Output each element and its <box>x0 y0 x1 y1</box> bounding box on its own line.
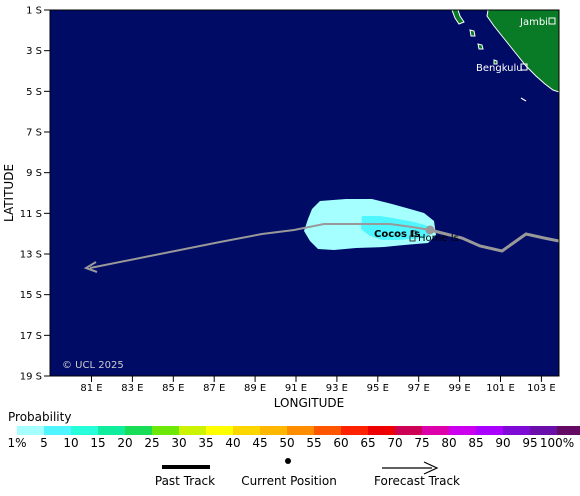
probability-swatch <box>125 426 152 435</box>
lon-tick-label: 97 E <box>408 383 430 394</box>
map-frame <box>49 9 560 377</box>
current-position-marker <box>425 225 435 235</box>
probability-swatch <box>17 426 44 435</box>
sumatra-land <box>486 10 559 93</box>
lon-tick-label: 85 E <box>162 383 184 394</box>
bengkulu-marker <box>520 63 528 71</box>
probability-label: 65 <box>360 436 375 450</box>
island <box>469 29 476 37</box>
probability-swatch <box>179 426 206 435</box>
lat-tick-label: 1 S <box>26 6 42 17</box>
probability-swatch <box>449 426 476 435</box>
lat-tick-label: 7 S <box>26 128 42 139</box>
legend-title: Probability <box>8 410 71 424</box>
ocean-area <box>50 10 559 376</box>
x-axis-title: LONGITUDE <box>274 396 344 410</box>
probability-label: 70 <box>387 436 402 450</box>
home-is-marker <box>409 235 416 242</box>
forecast-track <box>89 223 431 269</box>
forecast-track-key-label: Forecast Track <box>374 474 460 488</box>
place-label-home-is: Home Is <box>418 233 459 244</box>
lat-tick-label: 17 S <box>20 331 42 342</box>
lat-tick-label: 11 S <box>20 209 42 220</box>
current-position-key-label: Current Position <box>241 474 337 488</box>
lon-tick-label: 101 E <box>486 383 515 394</box>
probability-swatch <box>44 426 71 435</box>
jambi-marker <box>548 17 556 25</box>
probability-label: 15 <box>90 436 105 450</box>
probability-scale-labels: 1% 5 10 15 20 25 30 35 40 45 50 55 60 65 70 75 80 85 90 95 1… <box>7 436 574 450</box>
forecast-track-key-arrowhead <box>423 461 439 475</box>
probability-swatch <box>557 426 580 435</box>
probability-label: 100% <box>540 436 574 450</box>
probability-label: 50 <box>279 436 294 450</box>
probability-swatch <box>530 426 557 435</box>
lat-tick-label: 3 S <box>26 46 42 57</box>
probability-label: 25 <box>144 436 159 450</box>
probability-label: 35 <box>198 436 213 450</box>
probability-label: 45 <box>252 436 267 450</box>
lat-tick-label: 5 S <box>26 87 42 98</box>
probability-label: 80 <box>441 436 456 450</box>
place-label-jambi: Jambi <box>519 17 548 28</box>
probability-label: 85 <box>468 436 483 450</box>
lon-tick-label: 93 E <box>326 383 348 394</box>
probability-label: 1% <box>7 436 26 450</box>
probability-swatch <box>98 426 125 435</box>
probability-swatch <box>314 426 341 435</box>
forecast-track-arrowhead <box>83 261 98 273</box>
place-label-bengkulu: Bengkulu <box>476 63 523 74</box>
lat-tick-label: 19 S <box>20 372 42 383</box>
lon-tick-label: 87 E <box>203 383 225 394</box>
lon-tick-label: 103 E <box>527 383 556 394</box>
island <box>451 10 465 25</box>
probability-swatch <box>476 426 503 435</box>
lon-tick-label: 81 E <box>80 383 102 394</box>
probability-swath-5pct <box>361 216 431 240</box>
probability-swatch <box>152 426 179 435</box>
probability-label: 55 <box>306 436 321 450</box>
longitude-axis: 81 E 83 E 85 E 87 E 89 E 91 E 93 E 95 E 97 E 99 E… <box>80 376 556 394</box>
lon-tick-label: 95 E <box>367 383 389 394</box>
y-axis-title: LATITUDE <box>2 164 16 222</box>
probability-swatch <box>287 426 314 435</box>
lon-tick-label: 83 E <box>121 383 143 394</box>
probability-label: 20 <box>117 436 132 450</box>
past-track-key-label: Past Track <box>155 474 215 488</box>
island <box>520 97 527 102</box>
probability-swatch <box>71 426 98 435</box>
lat-tick-label: 9 S <box>26 168 42 179</box>
copyright: © UCL 2025 <box>62 360 124 371</box>
lon-tick-label: 91 E <box>285 383 307 394</box>
probability-label: 10 <box>63 436 78 450</box>
probability-swatch <box>422 426 449 435</box>
probability-label: 95 <box>522 436 537 450</box>
probability-swatch <box>368 426 395 435</box>
probability-label: 60 <box>333 436 348 450</box>
island <box>493 59 498 65</box>
probability-swatch <box>233 426 260 435</box>
lat-tick-label: 13 S <box>20 250 42 261</box>
probability-label: 75 <box>414 436 429 450</box>
lon-tick-label: 99 E <box>448 383 470 394</box>
probability-label: 5 <box>40 436 48 450</box>
past-track <box>429 228 559 253</box>
probability-label: 40 <box>225 436 240 450</box>
place-label-cocos: Cocos Is <box>374 229 420 240</box>
probability-swatch <box>206 426 233 435</box>
probability-label: 90 <box>495 436 510 450</box>
probability-label: 30 <box>171 436 186 450</box>
island <box>477 43 484 50</box>
probability-swatch <box>260 426 287 435</box>
probability-swatch <box>341 426 368 435</box>
latitude-axis: 1 S 3 S 5 S 7 S 9 S 11 S 13 S 15 S 17 S 19 S <box>20 6 50 383</box>
lat-tick-label: 15 S <box>20 290 42 301</box>
lon-tick-label: 89 E <box>244 383 266 394</box>
probability-color-scale <box>17 426 580 435</box>
current-position-key-dot <box>285 458 291 464</box>
probability-swatch <box>503 426 530 435</box>
probability-swatch <box>395 426 422 435</box>
